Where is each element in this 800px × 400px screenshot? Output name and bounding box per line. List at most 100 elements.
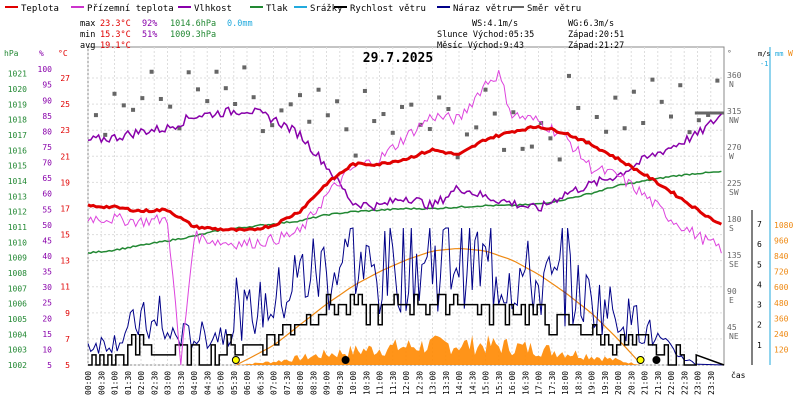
tick-time: 13:30 xyxy=(442,371,451,395)
wind-direction-point xyxy=(715,78,720,83)
wind-direction-point xyxy=(437,95,442,100)
tick-degc: 19 xyxy=(60,178,70,187)
wind-direction-point xyxy=(409,102,414,107)
tick-time: 15:00 xyxy=(482,371,491,395)
stat-temp: 23.3°C xyxy=(100,19,131,29)
wind-direction-point xyxy=(641,121,646,126)
tick-wm2: 480 xyxy=(774,299,789,308)
tick-time: 20:30 xyxy=(627,371,636,395)
tick-wm2: 360 xyxy=(774,314,789,323)
wind-direction-point xyxy=(168,104,173,109)
wind-direction-point xyxy=(390,130,395,135)
wind-direction-point xyxy=(446,107,451,112)
tick-ms: 6 xyxy=(757,240,762,249)
tick-time: 04:00 xyxy=(190,371,199,395)
tick-hpa: 1017 xyxy=(8,131,27,140)
wind-direction-point xyxy=(298,93,302,98)
stat-gust: WG:6.3m/s xyxy=(568,19,614,29)
wind-direction-point xyxy=(631,89,636,94)
tick-dir: W xyxy=(729,152,734,161)
wind-direction-point xyxy=(344,127,349,132)
wind-direction-point xyxy=(678,83,683,88)
tick-degc: 9 xyxy=(65,309,70,318)
wind-direction-point xyxy=(687,130,692,135)
wind-direction-point xyxy=(335,99,340,104)
legend-label: Teplota xyxy=(21,4,59,14)
tick-pct: 20 xyxy=(42,314,52,323)
axis-label-w: W xyxy=(788,49,793,58)
tick-hpa: 1008 xyxy=(8,269,27,278)
tick-dir: SE xyxy=(729,260,739,269)
tick-dir: S xyxy=(729,224,734,233)
tick-hpa: 1003 xyxy=(8,346,27,355)
tick-wm2: 120 xyxy=(774,345,789,354)
tick-deg: 180 xyxy=(727,215,742,224)
legend-label: Vlhkost xyxy=(194,4,232,14)
tick-pct: 15 xyxy=(42,330,52,339)
tick-time: 10:30 xyxy=(362,371,371,395)
tick-time: 02:30 xyxy=(150,371,159,395)
tick-degc: 15 xyxy=(60,231,70,240)
tick-dir: NW xyxy=(729,116,739,125)
legend-label: Směr větru xyxy=(527,4,581,14)
tick-degc: 17 xyxy=(60,204,70,213)
wind-direction-point xyxy=(214,69,219,74)
tick-degc: 27 xyxy=(60,74,70,83)
wind-direction-point xyxy=(696,118,701,123)
wind-direction-point xyxy=(279,108,284,113)
tick-wm2: 960 xyxy=(774,237,789,246)
wind-direction-point xyxy=(604,129,609,134)
tick-hpa: 1012 xyxy=(8,208,27,217)
tick-time: 11:30 xyxy=(389,371,398,395)
tick-mm: -1 xyxy=(760,60,768,68)
tick-pct: 75 xyxy=(42,143,52,152)
wind-direction-point xyxy=(464,132,469,137)
wind-direction-point xyxy=(131,107,136,112)
wind-direction-point xyxy=(251,95,256,100)
tick-hpa: 1010 xyxy=(8,238,27,247)
moon-rise: Měsíc Východ:9:43 xyxy=(437,41,524,51)
wind-direction-point xyxy=(622,126,627,131)
tick-deg: 270 xyxy=(727,143,742,152)
wind-direction-point xyxy=(233,101,238,106)
tick-time: 12:00 xyxy=(402,371,411,395)
tick-time: 17:30 xyxy=(548,371,557,395)
tick-time: 01:30 xyxy=(124,371,133,395)
tick-time: 08:00 xyxy=(296,371,305,395)
sunrise-marker xyxy=(231,356,240,364)
tick-time: 22:00 xyxy=(667,371,676,395)
wind-direction-point xyxy=(613,95,618,100)
tick-hpa: 1006 xyxy=(8,300,27,309)
tick-time: 14:00 xyxy=(455,371,464,395)
wind-direction-point xyxy=(270,123,275,128)
wind-direction-point xyxy=(483,87,488,92)
tick-pct: 85 xyxy=(42,112,52,121)
tick-pct: 50 xyxy=(42,221,52,230)
plot-area xyxy=(87,46,725,366)
tick-hpa: 1009 xyxy=(8,254,27,263)
wind-direction-point xyxy=(362,88,367,93)
wind-direction-point xyxy=(121,103,126,108)
stat-humidity: 51% xyxy=(142,30,157,40)
moonrise-marker xyxy=(341,356,350,364)
tick-wm2: 720 xyxy=(774,268,789,277)
chart-title: 29.7.2025 xyxy=(363,51,433,66)
wind-direction-point xyxy=(502,147,507,152)
tick-time: 15:30 xyxy=(495,371,504,395)
wind-direction-point xyxy=(594,114,599,119)
ground-temperature-line xyxy=(87,70,722,366)
wind-direction-point xyxy=(669,114,673,119)
tick-degc: 23 xyxy=(60,126,70,135)
wind-direction-point xyxy=(548,136,553,141)
tick-deg: 225 xyxy=(727,179,742,188)
tick-deg: 360 xyxy=(727,71,742,80)
tick-time: 03:30 xyxy=(177,371,186,395)
tick-time: 21:00 xyxy=(641,371,650,395)
tick-time: 09:30 xyxy=(336,371,345,395)
tick-hpa: 1021 xyxy=(8,70,27,79)
axis-label-deg: ° xyxy=(727,49,732,58)
axis-label-pct: % xyxy=(39,49,44,58)
tick-hpa: 1018 xyxy=(8,116,27,125)
tick-pct: 5 xyxy=(47,361,52,370)
